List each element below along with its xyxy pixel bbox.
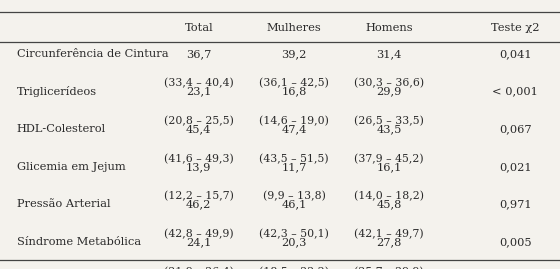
Text: Pressão Arterial: Pressão Arterial (17, 199, 110, 210)
Text: (42,1 – 49,7): (42,1 – 49,7) (354, 229, 424, 239)
Text: 23,1: 23,1 (186, 86, 212, 97)
Text: 20,3: 20,3 (281, 237, 307, 247)
Text: 39,2: 39,2 (281, 49, 307, 59)
Text: (43,5 – 51,5): (43,5 – 51,5) (259, 154, 329, 164)
Text: (42,3 – 50,1): (42,3 – 50,1) (259, 229, 329, 239)
Text: (14,0 – 18,2): (14,0 – 18,2) (354, 191, 424, 201)
Text: 11,7: 11,7 (281, 162, 307, 172)
Text: Glicemia em Jejum: Glicemia em Jejum (17, 162, 125, 172)
Text: 16,8: 16,8 (281, 86, 307, 97)
Text: < 0,001: < 0,001 (492, 86, 538, 97)
Text: 29,9: 29,9 (376, 86, 402, 97)
Text: Síndrome Metabólica: Síndrome Metabólica (17, 237, 141, 247)
Text: (20,8 – 25,5): (20,8 – 25,5) (164, 116, 234, 126)
Text: 0,021: 0,021 (499, 162, 531, 172)
Text: (21,9 – 26,4): (21,9 – 26,4) (164, 267, 234, 269)
Text: (12,2 – 15,7): (12,2 – 15,7) (164, 191, 234, 201)
Text: (26,5 – 33,5): (26,5 – 33,5) (354, 116, 424, 126)
Text: 0,041: 0,041 (499, 49, 531, 59)
Text: 24,1: 24,1 (186, 237, 212, 247)
Text: Triglicerídeos: Triglicerídeos (17, 86, 97, 97)
Text: 46,2: 46,2 (186, 199, 212, 210)
Text: (18,5 – 22,2): (18,5 – 22,2) (259, 267, 329, 269)
Text: (36,1 – 42,5): (36,1 – 42,5) (259, 78, 329, 89)
Text: 0,005: 0,005 (499, 237, 531, 247)
Text: (30,3 – 36,6): (30,3 – 36,6) (354, 78, 424, 89)
Text: (42,8 – 49,9): (42,8 – 49,9) (164, 229, 234, 239)
Text: HDL-Colesterol: HDL-Colesterol (17, 124, 106, 134)
Text: 43,5: 43,5 (376, 124, 402, 134)
Text: Homens: Homens (365, 23, 413, 33)
Text: 27,8: 27,8 (376, 237, 402, 247)
Text: 16,1: 16,1 (376, 162, 402, 172)
Text: 0,067: 0,067 (499, 124, 531, 134)
Text: 36,7: 36,7 (186, 49, 212, 59)
Text: (14,6 – 19,0): (14,6 – 19,0) (259, 116, 329, 126)
Text: (9,9 – 13,8): (9,9 – 13,8) (263, 191, 325, 201)
Text: 46,1: 46,1 (281, 199, 307, 210)
Text: 45,4: 45,4 (186, 124, 212, 134)
Text: Total: Total (184, 23, 213, 33)
Text: (41,6 – 49,3): (41,6 – 49,3) (164, 154, 234, 164)
Text: 47,4: 47,4 (281, 124, 307, 134)
Text: Mulheres: Mulheres (267, 23, 321, 33)
Text: (37,9 – 45,2): (37,9 – 45,2) (354, 154, 424, 164)
Text: Teste χ2: Teste χ2 (491, 23, 539, 33)
Text: 45,8: 45,8 (376, 199, 402, 210)
Text: 13,9: 13,9 (186, 162, 212, 172)
Text: (33,4 – 40,4): (33,4 – 40,4) (164, 78, 234, 89)
Text: (25,7 – 29,9): (25,7 – 29,9) (354, 267, 424, 269)
Text: 0,971: 0,971 (499, 199, 531, 210)
Text: Circunferência de Cintura: Circunferência de Cintura (17, 49, 169, 59)
Text: 31,4: 31,4 (376, 49, 402, 59)
